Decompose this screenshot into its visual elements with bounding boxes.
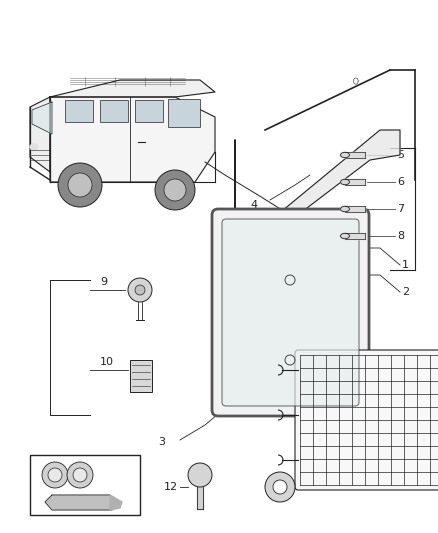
Ellipse shape	[340, 233, 350, 239]
Ellipse shape	[340, 152, 350, 158]
Ellipse shape	[30, 144, 38, 150]
Polygon shape	[32, 102, 52, 134]
Polygon shape	[235, 130, 400, 240]
Text: 4: 4	[251, 200, 258, 210]
Circle shape	[155, 170, 195, 210]
Circle shape	[48, 468, 62, 482]
Circle shape	[273, 480, 287, 494]
Text: 5: 5	[397, 150, 404, 160]
Polygon shape	[50, 80, 215, 97]
Polygon shape	[30, 97, 50, 172]
Text: 13: 13	[312, 482, 326, 492]
Text: 8: 8	[397, 231, 404, 241]
Circle shape	[73, 468, 87, 482]
Circle shape	[265, 472, 295, 502]
Text: 11: 11	[298, 428, 312, 438]
Polygon shape	[50, 97, 215, 182]
FancyBboxPatch shape	[222, 219, 359, 406]
Text: 2: 2	[402, 287, 409, 297]
Bar	[130, 360, 152, 392]
Circle shape	[68, 173, 92, 197]
Ellipse shape	[340, 179, 350, 185]
Circle shape	[164, 179, 186, 201]
FancyBboxPatch shape	[212, 209, 369, 416]
Circle shape	[128, 278, 152, 302]
Bar	[100, 100, 128, 122]
Circle shape	[188, 463, 212, 487]
Circle shape	[58, 163, 102, 207]
FancyBboxPatch shape	[295, 350, 438, 490]
Circle shape	[67, 462, 93, 488]
Bar	[168, 99, 200, 127]
Text: 10: 10	[100, 357, 114, 367]
Circle shape	[42, 462, 68, 488]
Circle shape	[135, 285, 145, 295]
Bar	[30, 455, 140, 515]
Text: 12: 12	[164, 482, 178, 492]
Bar	[65, 100, 93, 122]
Polygon shape	[110, 495, 122, 510]
Text: 7: 7	[397, 204, 404, 214]
Ellipse shape	[340, 206, 350, 212]
Text: 3: 3	[158, 437, 165, 447]
Bar	[135, 100, 163, 122]
Polygon shape	[197, 485, 203, 509]
Text: 6: 6	[397, 177, 404, 187]
Text: 9: 9	[100, 277, 107, 287]
Text: 1: 1	[402, 260, 409, 270]
Polygon shape	[45, 495, 118, 510]
